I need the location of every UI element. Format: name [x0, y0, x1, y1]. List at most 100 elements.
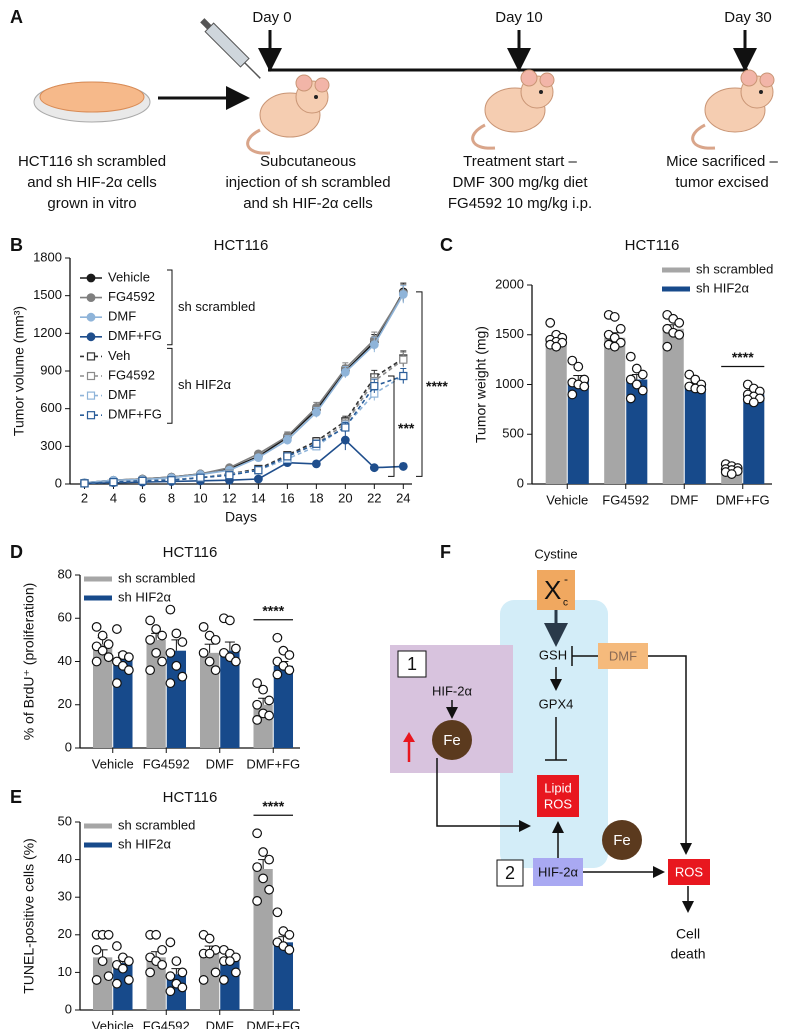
- data-point: [198, 647, 209, 658]
- data-point: [157, 630, 168, 641]
- bar: [626, 379, 648, 484]
- point: [398, 290, 408, 299]
- data-point: [151, 647, 162, 658]
- chart-title: HCT116: [214, 237, 269, 254]
- legend-label: DMF+FG: [108, 328, 162, 343]
- data-point: [230, 656, 241, 667]
- data-point: [145, 615, 156, 626]
- data-point: [111, 978, 122, 989]
- y-axis-label: TUNEL-positive cells (%): [21, 838, 37, 994]
- point: [340, 435, 350, 445]
- x-tick-label: DMF: [670, 492, 698, 507]
- series-line: [84, 357, 404, 485]
- x-axis-label: Days: [225, 509, 257, 525]
- data-point: [252, 862, 263, 873]
- legend-label: FG4592: [108, 367, 155, 382]
- data-point: [631, 363, 642, 374]
- x-tick-label: 8: [168, 490, 175, 505]
- chart-title: HCT116: [163, 789, 218, 806]
- legend-label: Vehicle: [108, 269, 150, 284]
- data-point: [674, 317, 685, 328]
- x-tick-label: 12: [222, 490, 236, 505]
- hif-box: [533, 858, 583, 886]
- data-point: [103, 639, 114, 650]
- data-point: [252, 699, 263, 710]
- data-point: [272, 669, 283, 680]
- legend-label: sh scrambled: [118, 817, 195, 832]
- chart-title: HCT116: [625, 237, 680, 254]
- legend-label: sh HIF2α: [118, 589, 172, 604]
- y-tick-label: 500: [502, 426, 524, 441]
- data-point: [171, 956, 182, 967]
- node-label: Fe: [443, 732, 461, 749]
- caption: Mice sacrificed –: [666, 153, 778, 170]
- data-point: [252, 896, 263, 906]
- data-point: [625, 393, 636, 404]
- syringe-barrel: [204, 22, 250, 68]
- panel-label: F: [440, 542, 451, 562]
- series-line: [84, 438, 404, 485]
- data-point: [272, 907, 283, 918]
- data-point: [748, 397, 759, 408]
- data-point: [625, 351, 636, 362]
- timeline-label: Day 30: [724, 9, 772, 26]
- legend-bracket: [167, 269, 173, 346]
- data-point: [165, 971, 176, 982]
- node-label: -: [564, 572, 568, 586]
- schematic: Day 0 Day 10 Day 30 HCT116 sh scrambled …: [18, 9, 779, 212]
- point: [282, 435, 292, 445]
- caption: and sh HIF-2α cells: [243, 195, 373, 212]
- data-point: [258, 684, 269, 695]
- data-point: [631, 379, 642, 390]
- caption: and sh HIF-2α cells: [27, 174, 157, 191]
- increase-arrowhead: [403, 732, 415, 742]
- node-label: 2: [505, 863, 515, 883]
- x-tick-label: DMF+FG: [246, 756, 300, 771]
- y-tick-label: 0: [517, 475, 524, 490]
- significance-bracket: [416, 291, 423, 477]
- significance-label: ****: [262, 602, 284, 618]
- x-tick-label: 16: [280, 490, 294, 505]
- legend-label: sh HIF2α: [696, 280, 750, 295]
- panel-label: C: [440, 235, 453, 255]
- route-box: [397, 650, 427, 678]
- data-point: [111, 678, 122, 689]
- data-point: [252, 714, 263, 725]
- legend-marker: [86, 352, 96, 361]
- point: [253, 474, 263, 484]
- drug-box: [598, 643, 648, 669]
- data-point: [103, 929, 114, 940]
- legend-marker: [86, 391, 96, 400]
- bar: [92, 957, 113, 1010]
- data-point: [284, 650, 295, 660]
- data-point: [157, 944, 168, 955]
- legend-marker: [86, 273, 96, 283]
- y-tick-label: 20: [58, 926, 72, 941]
- data-point: [230, 643, 241, 654]
- y-tick-label: 900: [40, 362, 62, 377]
- data-point: [151, 624, 162, 634]
- x-tick-label: 24: [396, 490, 410, 505]
- data-point: [204, 933, 215, 944]
- legend-label: DMF: [108, 387, 136, 402]
- data-point: [123, 652, 134, 663]
- bar: [92, 644, 113, 748]
- bar: [199, 652, 220, 748]
- x-tick-label: 22: [367, 490, 381, 505]
- caption: DMF 300 mg/kg diet: [452, 174, 588, 191]
- data-point: [545, 317, 556, 328]
- x-tick-label: Vehicle: [92, 1018, 134, 1029]
- cell-layer: [39, 81, 145, 113]
- x-tick-label: 14: [251, 490, 265, 505]
- cell-region: [500, 600, 608, 868]
- data-point: [171, 628, 182, 639]
- point: [311, 408, 321, 417]
- data-point: [91, 656, 102, 667]
- data-point: [123, 665, 134, 676]
- x-tick-label: DMF+FG: [716, 492, 770, 507]
- x-tick-label: 20: [338, 490, 352, 505]
- pathway-diagram: Cystine X c - GSH DMF GPX4 Lipid ROS 1 H…: [390, 546, 710, 962]
